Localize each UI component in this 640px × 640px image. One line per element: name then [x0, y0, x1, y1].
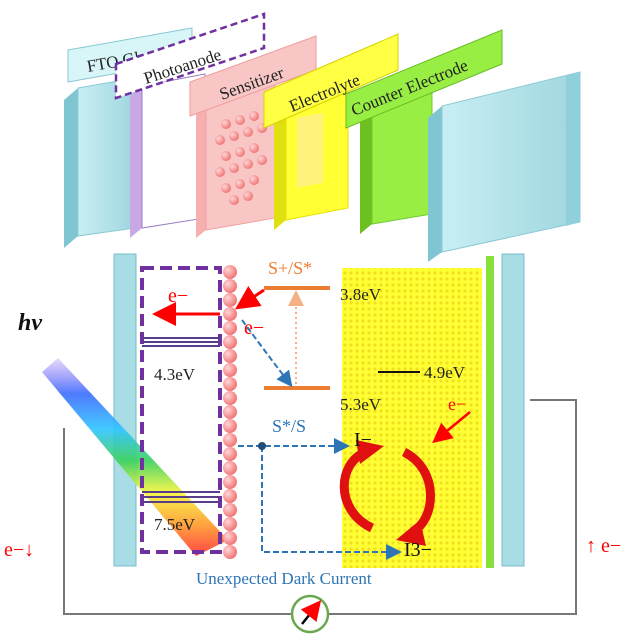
- electron-label-injection: e−: [168, 285, 188, 307]
- electron-flow-right: ↑ e−: [586, 535, 621, 557]
- conduction-band-lines: [142, 337, 220, 347]
- photoanode-plate: [130, 73, 206, 238]
- sensitizer-plate: [196, 83, 276, 238]
- junction-node: [258, 442, 266, 450]
- homo-energy-label: 5.3eV: [340, 395, 382, 414]
- fto-glass-plate-right: [428, 71, 581, 262]
- counter-electrode-plate: [360, 89, 433, 234]
- vb-energy-label: 7.5eV: [154, 515, 196, 534]
- ground-state-label: S*/S: [272, 416, 306, 436]
- redox-cycle-icon: [339, 440, 435, 546]
- triiodide-label: I3−: [404, 539, 432, 561]
- electrolyte-block: [342, 268, 482, 568]
- regeneration-arrow: [432, 411, 471, 444]
- photoanode-box: [140, 266, 222, 554]
- counter-electrode-strip: [486, 256, 494, 568]
- ammeter: [290, 594, 330, 634]
- iodide-label: I−: [354, 429, 372, 451]
- valence-band-lines: [142, 491, 220, 503]
- layer-stack: FTO Glass Photoanode Sensitizer Electrol…: [64, 12, 581, 262]
- excited-state-label: S+/S*: [268, 258, 312, 278]
- electron-flow-left: e−↓: [4, 539, 34, 561]
- electron-label-cathode: e−: [448, 394, 466, 414]
- dark-current-label: Unexpected Dark Current: [196, 569, 372, 588]
- fto-glass-plate: [64, 77, 136, 248]
- injection-arrow-dye: [235, 286, 265, 310]
- light-beam: [42, 358, 228, 556]
- redox-energy-label: 4.9eV: [424, 363, 466, 382]
- hv-label: hv: [18, 310, 42, 336]
- ammeter-needle-icon: [300, 600, 322, 625]
- lumo-energy-label: 3.8eV: [340, 285, 382, 304]
- cathode-fto-glass: [501, 253, 525, 567]
- anode-fto-glass: [113, 253, 137, 567]
- electron-label-dye: e−: [244, 317, 264, 339]
- cb-energy-label: 4.3eV: [154, 365, 196, 384]
- recombination-to-dye-arrow: [241, 319, 293, 388]
- sensitizer-spheres: [223, 265, 237, 559]
- external-circuit: [63, 399, 577, 615]
- electrolyte-plate: [274, 89, 349, 230]
- sensitizer-particles: [215, 111, 267, 205]
